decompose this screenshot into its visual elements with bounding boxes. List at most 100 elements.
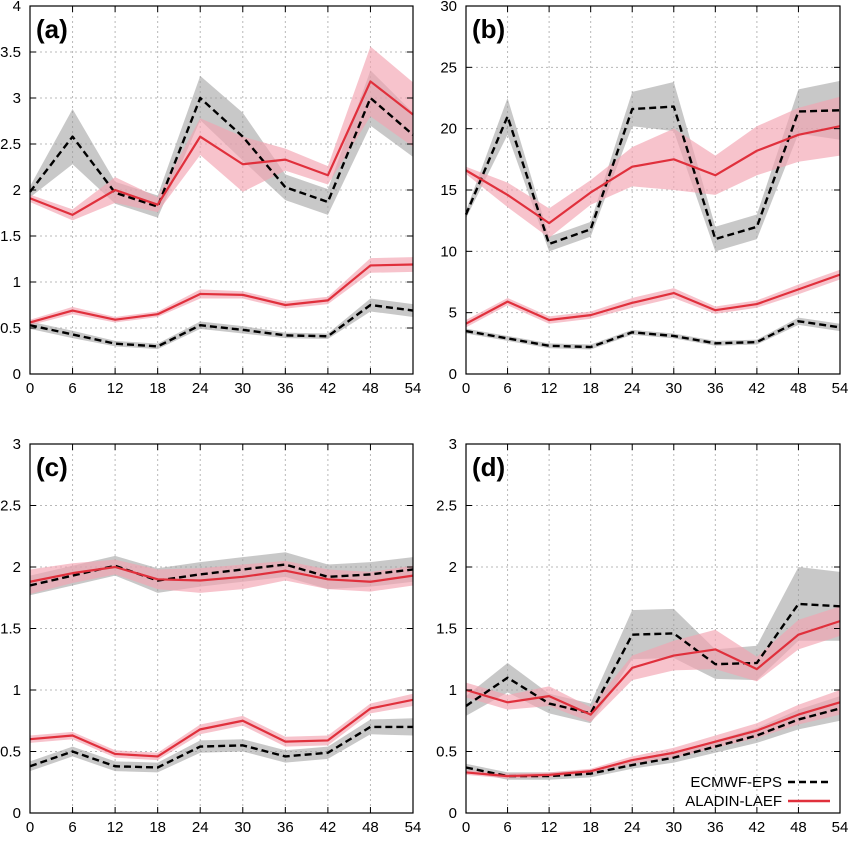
x-tick-label: 48 — [790, 819, 807, 836]
legend-ecmwf-eps-label: ECMWF-EPS — [690, 774, 782, 791]
series-line-ecmwf-eps — [464, 105, 841, 246]
y-tick-label: 3 — [449, 436, 457, 453]
x-tick-label: 36 — [707, 380, 724, 397]
uncertainty-band-ecmwf — [466, 567, 840, 724]
x-tick-label: 36 — [277, 819, 294, 836]
y-tick-label: 4 — [13, 0, 21, 15]
x-tick-label: 6 — [68, 819, 76, 836]
uncertainty-band-aladin — [30, 46, 413, 221]
y-tick-label: 2 — [13, 559, 21, 576]
x-tick-label: 36 — [277, 380, 294, 397]
uncertainty-band-aladin — [30, 693, 413, 761]
x-tick-label: 24 — [192, 380, 209, 397]
series-line-ecmwf-eps — [465, 320, 841, 349]
y-tick-label: 0 — [449, 366, 457, 383]
uncertainty-band-aladin — [30, 257, 413, 326]
x-tick-label: 42 — [320, 380, 337, 397]
x-tick-label: 12 — [107, 819, 124, 836]
x-tick-label: 6 — [68, 380, 76, 397]
x-tick-label: 54 — [405, 819, 422, 836]
uncertainty-band-aladin — [466, 606, 840, 722]
uncertainty-band-aladin — [466, 690, 840, 779]
x-tick-label: 42 — [749, 380, 766, 397]
y-tick-label: 0 — [13, 366, 21, 383]
y-tick-label: 1.5 — [436, 621, 457, 638]
series-line-aladin-laef — [465, 273, 841, 325]
series-line-aladin-laef — [29, 80, 414, 216]
y-tick-label: 1 — [449, 682, 457, 699]
series-line-aladin-laef — [465, 125, 841, 225]
grid — [466, 6, 840, 374]
y-tick-label: 15 — [440, 182, 457, 199]
series-line-aladin-laef — [465, 701, 841, 778]
x-tick-label: 18 — [149, 819, 166, 836]
x-tick-label: 30 — [234, 819, 251, 836]
x-tick-label: 0 — [26, 380, 34, 397]
y-tick-label: 25 — [440, 59, 457, 76]
x-tick-label: 18 — [582, 380, 599, 397]
x-tick-label: 12 — [541, 819, 558, 836]
x-tick-label: 48 — [362, 380, 379, 397]
panel-b: 0 6 12 18 24 30 36 42 48 54 0 5 10 15 20 25 30 (b) — [440, 0, 848, 397]
x-tick-label: 36 — [707, 819, 724, 836]
series-line-ecmwf-eps — [29, 725, 413, 769]
y-tick-label: 1.5 — [0, 621, 21, 638]
x-tick-label: 42 — [749, 819, 766, 836]
x-tick-label: 0 — [462, 819, 470, 836]
x-tick-label: 54 — [832, 380, 849, 397]
x-tick-label: 24 — [624, 380, 641, 397]
y-tick-label: 10 — [440, 243, 457, 260]
series-line-ecmwf-eps — [465, 707, 841, 778]
panel-label: (a) — [36, 14, 68, 44]
x-tick-label: 0 — [462, 380, 470, 397]
x-tick-label: 24 — [192, 819, 209, 836]
uncertainty-band-aladin — [466, 96, 840, 238]
x-tick-label: 6 — [503, 380, 511, 397]
y-tick-label: 1.5 — [0, 228, 21, 245]
series-line-ecmwf-eps — [29, 303, 414, 348]
x-tick-label: 48 — [362, 819, 379, 836]
y-tick-label: 0.5 — [0, 320, 21, 337]
y-tick-label: 2.5 — [436, 498, 457, 515]
y-tick-label: 20 — [440, 121, 457, 138]
panel-label: (b) — [472, 14, 505, 44]
y-tick-label: 0.5 — [0, 744, 21, 761]
y-tick-label: 3.5 — [0, 44, 21, 61]
y-tick-label: 2.5 — [0, 498, 21, 515]
panel-a: 0 6 12 18 24 30 36 42 48 54 0 0.5 1 1.5 2 2.5 3 3.5 4 (a) — [0, 0, 421, 397]
x-tick-label: 18 — [582, 819, 599, 836]
uncertainty-band-ecmwf — [466, 696, 840, 780]
x-tick-label: 24 — [624, 819, 641, 836]
panel-label: (d) — [472, 452, 505, 482]
x-tick-label: 12 — [107, 380, 124, 397]
series-line-ecmwf-eps — [465, 602, 841, 715]
series-line-aladin-laef — [29, 698, 414, 758]
legend-aladin-laef-label: ALADIN-LAEF — [685, 793, 782, 810]
series-line-aladin-laef — [29, 263, 414, 324]
x-tick-label: 6 — [503, 819, 511, 836]
y-tick-label: 3 — [13, 436, 21, 453]
x-tick-label: 12 — [541, 380, 558, 397]
uncertainty-band-ecmwf — [466, 80, 840, 252]
panel-c: 0 6 12 18 24 30 36 42 48 54 0 0.5 1 1.5 2 2.5 3 (c) — [0, 436, 421, 836]
y-tick-label: 0 — [449, 805, 457, 822]
y-tick-label: 3 — [13, 90, 21, 107]
x-tick-label: 30 — [665, 380, 682, 397]
y-tick-label: 5 — [449, 305, 457, 322]
uncertainty-band-ecmwf — [30, 298, 413, 350]
x-tick-label: 48 — [790, 380, 807, 397]
y-tick-label: 2.5 — [0, 136, 21, 153]
x-tick-label: 30 — [665, 819, 682, 836]
x-tick-label: 42 — [320, 819, 337, 836]
panel-d: 0 6 12 18 24 30 36 42 48 54 0 0.5 1 1.5 2 2.5 3 (d) — [436, 436, 848, 836]
y-tick-label: 30 — [440, 0, 457, 15]
series-line-aladin-laef — [29, 565, 414, 583]
x-tick-label: 0 — [26, 819, 34, 836]
x-tick-label: 30 — [234, 380, 251, 397]
y-tick-label: 1 — [13, 682, 21, 699]
y-tick-label: 2 — [13, 182, 21, 199]
x-tick-label: 54 — [832, 819, 849, 836]
y-tick-label: 0 — [13, 805, 21, 822]
